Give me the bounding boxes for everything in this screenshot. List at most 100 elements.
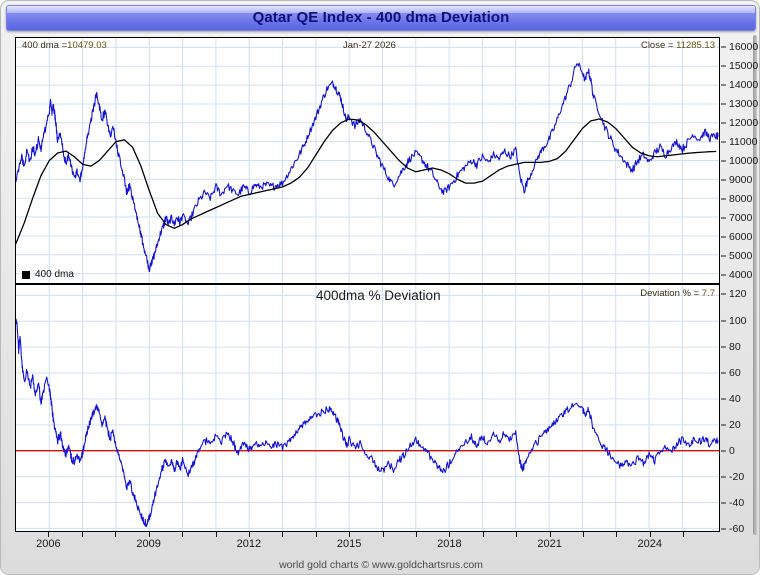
x-tick-mark <box>449 532 451 537</box>
price-400dma-prefix: 400 dma = <box>22 40 68 51</box>
y-tick-mark <box>721 255 726 256</box>
y-tick-label: -20 <box>729 471 745 484</box>
price-close-prefix: Close = <box>640 40 677 51</box>
y-tick-mark <box>721 476 726 478</box>
window-titlebar: Qatar QE Index - 400 dma Deviation <box>6 5 756 31</box>
y-tick-mark <box>721 450 726 452</box>
y-tick-mark <box>721 122 726 123</box>
legend-swatch-400dma <box>22 270 30 279</box>
y-tick-mark <box>721 424 726 426</box>
deviation-chart-panel[interactable]: 400dma % Deviation Deviation % = 7.7 <box>15 284 720 532</box>
deviation-title-label: 400dma % Deviation <box>316 288 441 303</box>
deviation-value-label: Deviation % = 7.7 <box>640 288 715 299</box>
legend-label-400dma: 400 dma <box>35 269 74 280</box>
y-tick-mark <box>721 46 726 47</box>
y-tick-label: 8000 <box>729 192 753 205</box>
y-tick-label: 6000 <box>729 230 753 243</box>
y-tick-mark <box>721 141 726 142</box>
y-tick-mark <box>721 103 726 104</box>
price-y-axis: 16000 15000 14000 13000 12000 11000 10000 9000 8… <box>721 37 760 284</box>
x-tick-label: 2024 <box>637 538 663 550</box>
right-bevel-decoration <box>753 35 757 535</box>
deviation-value-prefix: Deviation % = <box>640 288 702 299</box>
titlebar-highlight <box>7 6 755 13</box>
deviation-value-number: 7.7 <box>701 288 715 299</box>
x-tick-label: 2012 <box>236 538 262 550</box>
y-tick-label: 0 <box>729 445 735 458</box>
y-tick-mark <box>721 198 726 199</box>
x-tick-mark <box>349 532 351 537</box>
y-tick-label: 60 <box>729 366 741 379</box>
x-tick-mark <box>81 532 83 537</box>
y-tick-mark <box>721 160 726 161</box>
y-tick-label: 15000 <box>729 59 759 72</box>
y-tick-label: 120 <box>729 288 747 301</box>
deviation-chart-plot <box>16 285 719 531</box>
x-tick-mark <box>583 532 584 537</box>
x-tick-mark <box>248 532 250 537</box>
y-tick-mark <box>721 398 726 400</box>
x-tick-mark <box>616 532 618 537</box>
y-tick-mark <box>721 236 726 237</box>
price-400dma-value: 10479.03 <box>67 40 107 51</box>
y-tick-mark <box>721 372 726 374</box>
x-tick-mark <box>148 532 150 537</box>
y-tick-mark <box>721 320 726 322</box>
y-tick-label: 4000 <box>729 268 753 281</box>
x-tick-mark <box>382 532 384 537</box>
x-tick-label: 2006 <box>36 538 61 550</box>
price-close-value: 11285.13 <box>676 40 715 51</box>
x-tick-mark <box>48 532 50 537</box>
y-tick-mark <box>721 217 726 218</box>
y-tick-mark <box>721 346 726 348</box>
deviation-y-axis: 120 100 80 60 40 20 0 -20 -40 -60 <box>721 284 760 536</box>
price-chart-panel[interactable]: 400 dma =10479.03 Jan-27 2026 Close = 11… <box>15 37 720 284</box>
price-400dma-label: 400 dma =10479.03 <box>22 40 107 51</box>
y-tick-label: 12000 <box>729 116 759 129</box>
x-tick-mark <box>115 532 117 537</box>
y-tick-mark <box>721 179 726 180</box>
price-close-label: Close = 11285.13 <box>641 40 715 51</box>
y-tick-label: -60 <box>729 523 745 536</box>
y-tick-mark <box>721 65 726 66</box>
x-tick-label: 2018 <box>437 538 462 550</box>
y-tick-label: 9000 <box>729 173 753 186</box>
y-tick-mark <box>721 274 726 275</box>
price-chart-plot <box>16 38 719 283</box>
x-tick-label: 2009 <box>136 538 161 550</box>
y-tick-label: 20 <box>729 418 741 431</box>
y-tick-label: 80 <box>729 340 741 353</box>
shared-x-axis: 2006 2009 2012 2015 2018 2021 2024 <box>15 532 720 558</box>
y-tick-label: 14000 <box>729 78 759 91</box>
price-legend: 400 dma <box>22 269 74 280</box>
x-tick-mark <box>516 532 518 537</box>
x-tick-mark <box>182 532 184 537</box>
x-tick-label: 2021 <box>537 538 562 550</box>
y-tick-mark <box>721 84 726 85</box>
y-tick-label: 16000 <box>729 40 759 53</box>
x-tick-mark <box>649 532 651 537</box>
y-tick-label: 11000 <box>729 135 758 148</box>
footer-credit: world gold charts © www.goldchartsrus.co… <box>279 559 483 571</box>
y-tick-label: 100 <box>729 314 747 327</box>
x-tick-mark <box>415 532 417 537</box>
y-tick-label: 13000 <box>729 97 759 110</box>
x-tick-label: 2015 <box>336 538 362 550</box>
x-tick-mark <box>315 532 317 537</box>
x-tick-mark <box>282 532 284 537</box>
y-tick-mark <box>721 293 726 295</box>
x-tick-mark <box>683 532 685 537</box>
y-tick-label: 10000 <box>729 154 759 167</box>
y-tick-mark <box>721 528 726 530</box>
x-tick-mark <box>215 532 217 537</box>
window-title: Qatar QE Index - 400 dma Deviation <box>252 9 510 26</box>
y-tick-label: 7000 <box>729 211 753 224</box>
x-tick-mark <box>482 532 484 537</box>
price-date-label: Jan-27 2026 <box>343 40 396 51</box>
y-tick-label: 5000 <box>729 249 753 262</box>
y-tick-label: -40 <box>729 497 745 510</box>
y-tick-mark <box>721 502 726 504</box>
x-tick-mark <box>549 532 551 537</box>
y-tick-label: 40 <box>729 392 741 405</box>
